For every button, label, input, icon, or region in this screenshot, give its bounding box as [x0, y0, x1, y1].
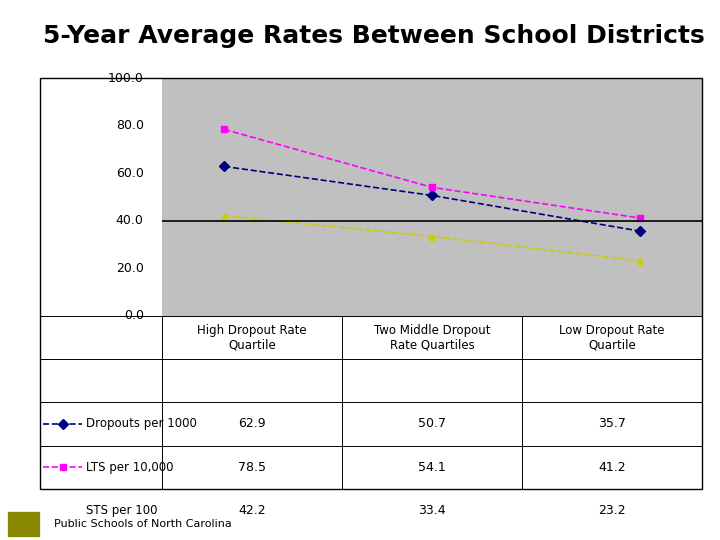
Text: STS per 100: STS per 100 [86, 504, 158, 517]
Text: Dropouts per 1000: Dropouts per 1000 [86, 417, 197, 430]
Text: Public Schools of North Carolina: Public Schools of North Carolina [54, 519, 232, 529]
Text: High Dropout Rate
Quartile: High Dropout Rate Quartile [197, 323, 307, 352]
Text: 50.7: 50.7 [418, 417, 446, 430]
Text: Low Dropout Rate
Quartile: Low Dropout Rate Quartile [559, 323, 665, 352]
Text: 100.0: 100.0 [108, 72, 144, 85]
Text: 41.2: 41.2 [598, 461, 626, 474]
Text: 42.2: 42.2 [238, 504, 266, 517]
Text: Two Middle Dropout
Rate Quartiles: Two Middle Dropout Rate Quartiles [374, 323, 490, 352]
Bar [7, 511, 40, 537]
Text: 54.1: 54.1 [418, 461, 446, 474]
Text: 80.0: 80.0 [116, 119, 144, 132]
Text: 5-Year Average Rates Between School Districts: 5-Year Average Rates Between School Dist… [43, 24, 705, 48]
Text: 40.0: 40.0 [116, 214, 144, 227]
Text: LTS per 10,000: LTS per 10,000 [86, 461, 174, 474]
Text: 0.0: 0.0 [124, 309, 144, 322]
Text: 35.7: 35.7 [598, 417, 626, 430]
Text: 60.0: 60.0 [116, 167, 144, 180]
Text: 78.5: 78.5 [238, 461, 266, 474]
Text: 23.2: 23.2 [598, 504, 626, 517]
Text: 20.0: 20.0 [116, 262, 144, 275]
Text: 33.4: 33.4 [418, 504, 446, 517]
Text: 62.9: 62.9 [238, 417, 266, 430]
